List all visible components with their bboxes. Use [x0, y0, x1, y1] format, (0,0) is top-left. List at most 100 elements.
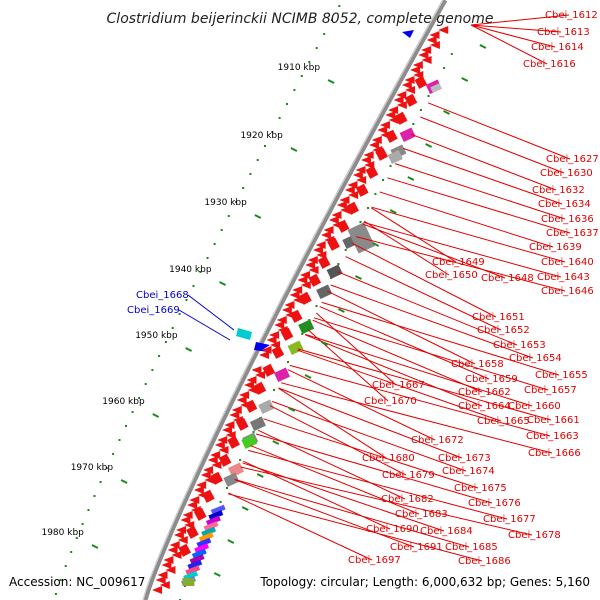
backbone-highlight [142, 0, 444, 600]
gene-block [365, 165, 379, 179]
label-connector [313, 317, 549, 391]
gene-arrow [269, 331, 280, 339]
ring-dot [301, 333, 304, 335]
gene-arrow [244, 381, 255, 389]
scale-dot [87, 509, 90, 511]
label-connector [316, 312, 397, 386]
gene-arrow [429, 31, 440, 39]
scale-dot [264, 145, 266, 147]
scale-dot [54, 593, 57, 595]
inner-tick-mark [355, 275, 362, 280]
gene-label: Cbei_1678 [508, 530, 561, 541]
gene-arrow [308, 266, 319, 274]
gene-label: Cbei_1662 [458, 387, 511, 398]
gene-arrow [229, 411, 240, 419]
highlight-gene-blue [254, 342, 270, 352]
kbp-tick-mark [91, 544, 99, 549]
label-connector [281, 382, 553, 454]
gene-label: Cbei_1654 [509, 353, 562, 364]
feature-stripe [201, 526, 217, 537]
feature-box [399, 127, 416, 143]
inner-tick-mark [443, 110, 451, 115]
highlight-gene-label: Cbei_1669 [127, 305, 180, 316]
gene-block [375, 147, 388, 161]
gene-label: Cbei_1616 [523, 59, 576, 70]
label-connector [305, 333, 533, 407]
scale-dot [138, 397, 141, 399]
gene-arrow [331, 211, 342, 219]
feature-box [223, 472, 240, 488]
gene-arrow [344, 186, 355, 194]
inner-tick-mark [321, 341, 329, 346]
label-connector [243, 460, 391, 530]
gene-arrow [412, 61, 423, 69]
kbp-tick-label: 1910 kbp [278, 63, 321, 73]
gene-label: Cbei_1636 [541, 214, 594, 225]
gene-arrow [323, 226, 334, 234]
gene-label: Cbei_1665 [477, 416, 530, 427]
ring-dot [389, 165, 392, 167]
accession-text: Accession: NC_009617 [9, 575, 145, 589]
label-connector [228, 492, 373, 561]
gene-block [244, 399, 258, 413]
gene-block [280, 327, 294, 341]
feature-box [258, 399, 275, 415]
feature-stripe [187, 559, 203, 570]
label-connector [321, 301, 560, 376]
scale-dot [220, 229, 223, 231]
inner-tick-mark [407, 176, 415, 181]
label-connector [228, 493, 483, 562]
gene-arrow [292, 286, 303, 294]
gene-arrow [307, 256, 318, 264]
label-connectors [178, 14, 571, 562]
scale-dot [131, 411, 134, 413]
gene-arrow [429, 41, 440, 49]
gene-label: Cbei_1676 [468, 498, 521, 509]
feature-stripe [203, 521, 219, 532]
label-connector [287, 369, 436, 441]
gene-label: Cbei_1673 [438, 453, 491, 464]
inner-tick-mark [241, 506, 249, 511]
feature-stripe [196, 537, 212, 548]
gene-block [414, 75, 428, 89]
gene-block [227, 435, 240, 449]
gene-block [193, 507, 207, 521]
scale-dot [315, 47, 318, 49]
feature-stripe [189, 554, 205, 565]
gene-label: Cbei_1691 [390, 542, 443, 553]
gene-arrow [421, 46, 432, 54]
gene-arrow [313, 246, 324, 254]
gene-label: Cbei_1682 [381, 494, 434, 505]
label-connector [234, 479, 415, 548]
gene-arrow [161, 561, 172, 569]
scale-dot [118, 439, 121, 441]
gene-arrow [393, 96, 404, 104]
gene-arrow [438, 26, 449, 34]
feature-stripe [210, 504, 226, 515]
gene-arrow [299, 271, 310, 279]
label-connector [263, 418, 479, 489]
gene-label: Cbei_1613 [537, 27, 590, 38]
ring-dot [219, 501, 222, 503]
label-connector [278, 387, 463, 459]
gene-labels: Cbei_1612 Cbei_1613 Cbei_1614 Cbei_1616 Cbei… [127, 10, 599, 567]
gene-label: Cbei_1664 [458, 401, 511, 412]
gene-label: Cbei_1674 [442, 466, 495, 477]
feature-box [228, 462, 245, 478]
gene-block [308, 273, 322, 287]
label-connector [470, 24, 548, 65]
gene-arrow [211, 461, 222, 469]
ring-dot [252, 431, 255, 433]
gene-arrow [363, 151, 374, 159]
label-connector [387, 177, 571, 234]
gene-arrow [159, 581, 170, 589]
gene-block [186, 525, 199, 539]
scale-dot [308, 61, 311, 63]
label-connector [394, 163, 566, 220]
label-connector [271, 400, 467, 472]
gene-arrow [379, 121, 390, 129]
gene-block [327, 237, 340, 251]
label-connector [352, 242, 497, 318]
label-connector [297, 349, 502, 422]
gene-arrow [297, 276, 308, 284]
